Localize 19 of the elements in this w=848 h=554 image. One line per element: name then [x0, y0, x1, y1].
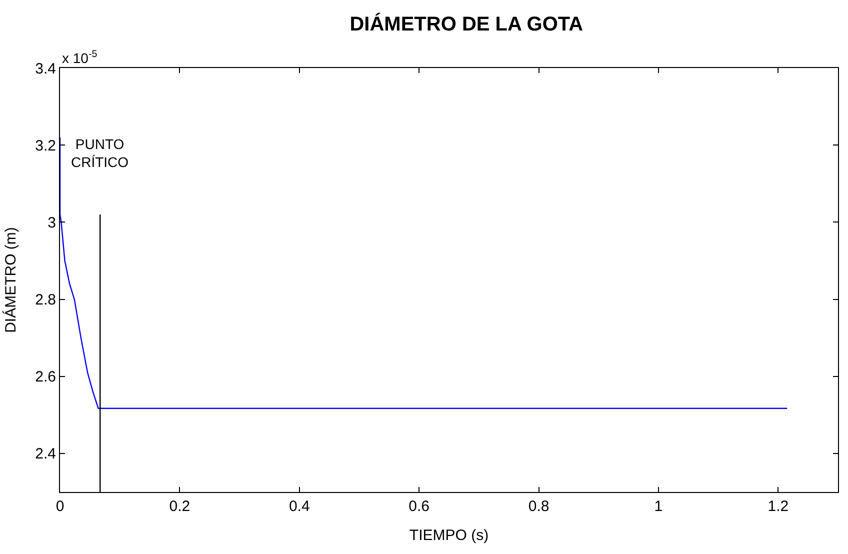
- x-tick-label: 0.4: [288, 498, 310, 515]
- y-tick-label: 2.4: [35, 446, 56, 463]
- y-tick-label: 2.8: [35, 292, 56, 309]
- y-tick-label: 3.4: [35, 60, 56, 78]
- x-axis-title: TIEMPO (s): [409, 527, 489, 544]
- line-series: [60, 136, 788, 409]
- y-axis-title: DIÁMETRO (m): [1, 227, 20, 333]
- annotation: PUNTO CRÍTICO: [71, 136, 129, 170]
- y-tick-label: 2.6: [35, 368, 56, 386]
- x-tick-label: 0.8: [528, 498, 550, 515]
- x-tick-label: 0.2: [169, 498, 190, 515]
- x-tick-label: 0: [56, 498, 64, 515]
- x-tick-label: 0.6: [408, 498, 430, 515]
- x-tick-label: 1.2: [768, 498, 789, 515]
- y-tick-label: 3: [48, 214, 56, 232]
- x-tick-label: 1: [654, 498, 663, 515]
- text: x 10$^{-5}$: [62, 49, 98, 66]
- chart-title: DIÁMETRO DE LA GOTA: [350, 12, 584, 36]
- y-tick-label: 3.2: [35, 137, 56, 154]
